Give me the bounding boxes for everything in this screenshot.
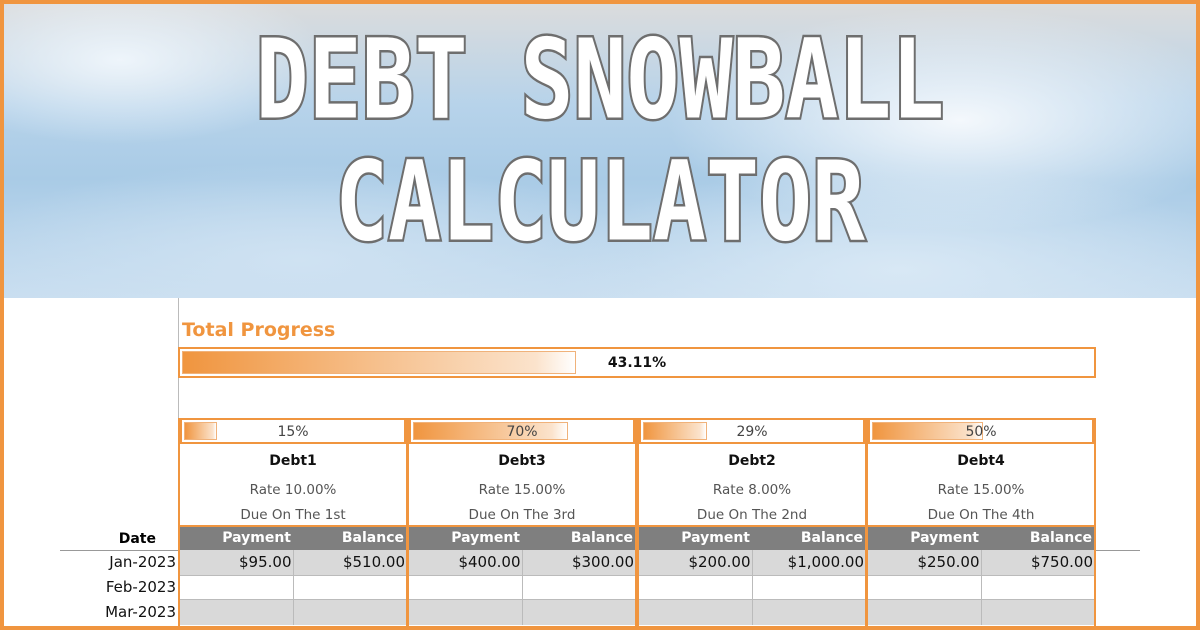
payment-cell[interactable]: [639, 600, 753, 625]
total-progress-bar: 43.11%: [178, 347, 1096, 378]
payment-header: Payment: [222, 530, 291, 546]
balance-cell[interactable]: [982, 600, 1095, 625]
debt-column-debt3: 70% Debt3 Rate 15.00% Due On The 3rd Pay…: [407, 418, 637, 627]
rate-label: Rate: [249, 482, 281, 498]
debt-progress-bar: 15%: [180, 418, 406, 444]
debt-due: Due On The 2nd: [696, 507, 808, 523]
column-headers: Payment Balance: [868, 527, 1094, 550]
payment-header: Payment: [451, 530, 520, 546]
total-progress-percent: 43.11%: [607, 355, 667, 371]
table-row: [868, 575, 1094, 600]
debt-due: Due On The 4th: [927, 507, 1035, 523]
debt-name: Debt4: [957, 453, 1005, 469]
balance-cell[interactable]: $510.00: [342, 553, 405, 571]
debt-name: Debt3: [498, 453, 546, 469]
date-cell: Jan-2023: [109, 553, 176, 571]
debt-name: Debt1: [269, 453, 317, 469]
rate-label: Rate: [478, 482, 510, 498]
debt-progress-percent: 50%: [965, 424, 997, 440]
payment-header: Payment: [910, 530, 979, 546]
balance-cell[interactable]: $750.00: [1030, 553, 1093, 571]
date-cell: Feb-2023: [105, 578, 176, 596]
payment-cell[interactable]: $250.00: [868, 550, 982, 575]
debt-name: Debt2: [728, 453, 776, 469]
balance-cell[interactable]: $1,000.00: [787, 553, 864, 571]
payment-cell[interactable]: [409, 600, 523, 625]
payment-cell[interactable]: [409, 576, 523, 599]
debt-progress-fill: [643, 422, 708, 440]
payment-cell[interactable]: $200.00: [639, 550, 753, 575]
total-progress-fill: [182, 351, 577, 374]
debt-progress-bar: 70%: [409, 418, 635, 444]
column-headers: Payment Balance: [180, 527, 406, 550]
debt-progress-bar: 29%: [639, 418, 865, 444]
debt-rate: Rate 15.00%: [868, 482, 1094, 498]
table-row: [409, 600, 635, 625]
balance-cell[interactable]: [753, 576, 866, 599]
table-row: [180, 575, 406, 600]
payment-header: Payment: [681, 530, 750, 546]
rate-value: 8.00%: [748, 482, 792, 498]
date-cell: Mar-2023: [105, 603, 176, 621]
table-row: [409, 575, 635, 600]
balance-cell[interactable]: [982, 576, 1095, 599]
total-progress-label: Total Progress: [182, 319, 336, 341]
debt-info-box: [407, 444, 637, 527]
rate-label: Rate: [937, 482, 969, 498]
column-headers: Payment Balance: [639, 527, 865, 550]
table-row: $200.00 $1,000.00: [639, 550, 865, 575]
title-line-2: CALCULATOR: [333, 135, 867, 269]
debt-progress-fill: [413, 422, 569, 440]
balance-header: Balance: [341, 530, 404, 546]
rate-label: Rate: [712, 482, 744, 498]
rate-value: 15.00%: [513, 482, 566, 498]
column-headers: Payment Balance: [409, 527, 635, 550]
balance-cell[interactable]: [294, 576, 407, 599]
debt-progress-percent: 29%: [736, 424, 768, 440]
debt-due: Due On The 3rd: [468, 507, 576, 523]
debt-progress-percent: 70%: [506, 424, 538, 440]
table-row: $95.00 $510.00: [180, 550, 406, 575]
payment-cell[interactable]: $95.00: [180, 550, 294, 575]
debt-column-debt4: 50% Debt4 Rate 15.00% Due On The 4th Pay…: [866, 418, 1096, 627]
rate-value: 15.00%: [972, 482, 1025, 498]
debt-rate: Rate 8.00%: [639, 482, 865, 498]
table-row: [639, 575, 865, 600]
debt-progress-percent: 15%: [277, 424, 309, 440]
table-row: [180, 600, 406, 625]
table-row: [639, 600, 865, 625]
payment-cell[interactable]: [639, 576, 753, 599]
balance-cell[interactable]: $300.00: [571, 553, 634, 571]
debt-rate: Rate 10.00%: [180, 482, 406, 498]
debt-column-debt2: 29% Debt2 Rate 8.00% Due On The 2nd Paym…: [637, 418, 867, 627]
debt-progress-fill: [184, 422, 218, 440]
title-line-1: DEBT SNOWBALL: [254, 13, 947, 147]
debt-due: Due On The 1st: [240, 507, 346, 523]
balance-cell[interactable]: [523, 600, 636, 625]
debt-progress-fill: [872, 422, 983, 440]
payment-cell[interactable]: [868, 576, 982, 599]
payment-cell[interactable]: [868, 600, 982, 625]
balance-header: Balance: [1029, 530, 1092, 546]
debt-progress-bar: 50%: [868, 418, 1094, 444]
balance-cell[interactable]: [753, 600, 866, 625]
table-row: $250.00 $750.00: [868, 550, 1094, 575]
table-row: [868, 600, 1094, 625]
hero-banner: DEBT SNOWBALL CALCULATOR: [0, 0, 1200, 298]
payment-cell[interactable]: $400.00: [409, 550, 523, 575]
debt-info-box: [866, 444, 1096, 527]
debt-column-debt1: 15% Debt1 Rate 10.00% Due On The 1st Pay…: [178, 418, 408, 627]
balance-cell[interactable]: [294, 600, 407, 625]
table-row: $400.00 $300.00: [409, 550, 635, 575]
balance-header: Balance: [800, 530, 863, 546]
balance-cell[interactable]: [523, 576, 636, 599]
payment-cell[interactable]: [180, 576, 294, 599]
rate-value: 10.00%: [284, 482, 337, 498]
balance-header: Balance: [570, 530, 633, 546]
date-header: Date: [118, 531, 156, 547]
payment-cell[interactable]: [180, 600, 294, 625]
debt-rate: Rate 15.00%: [409, 482, 635, 498]
